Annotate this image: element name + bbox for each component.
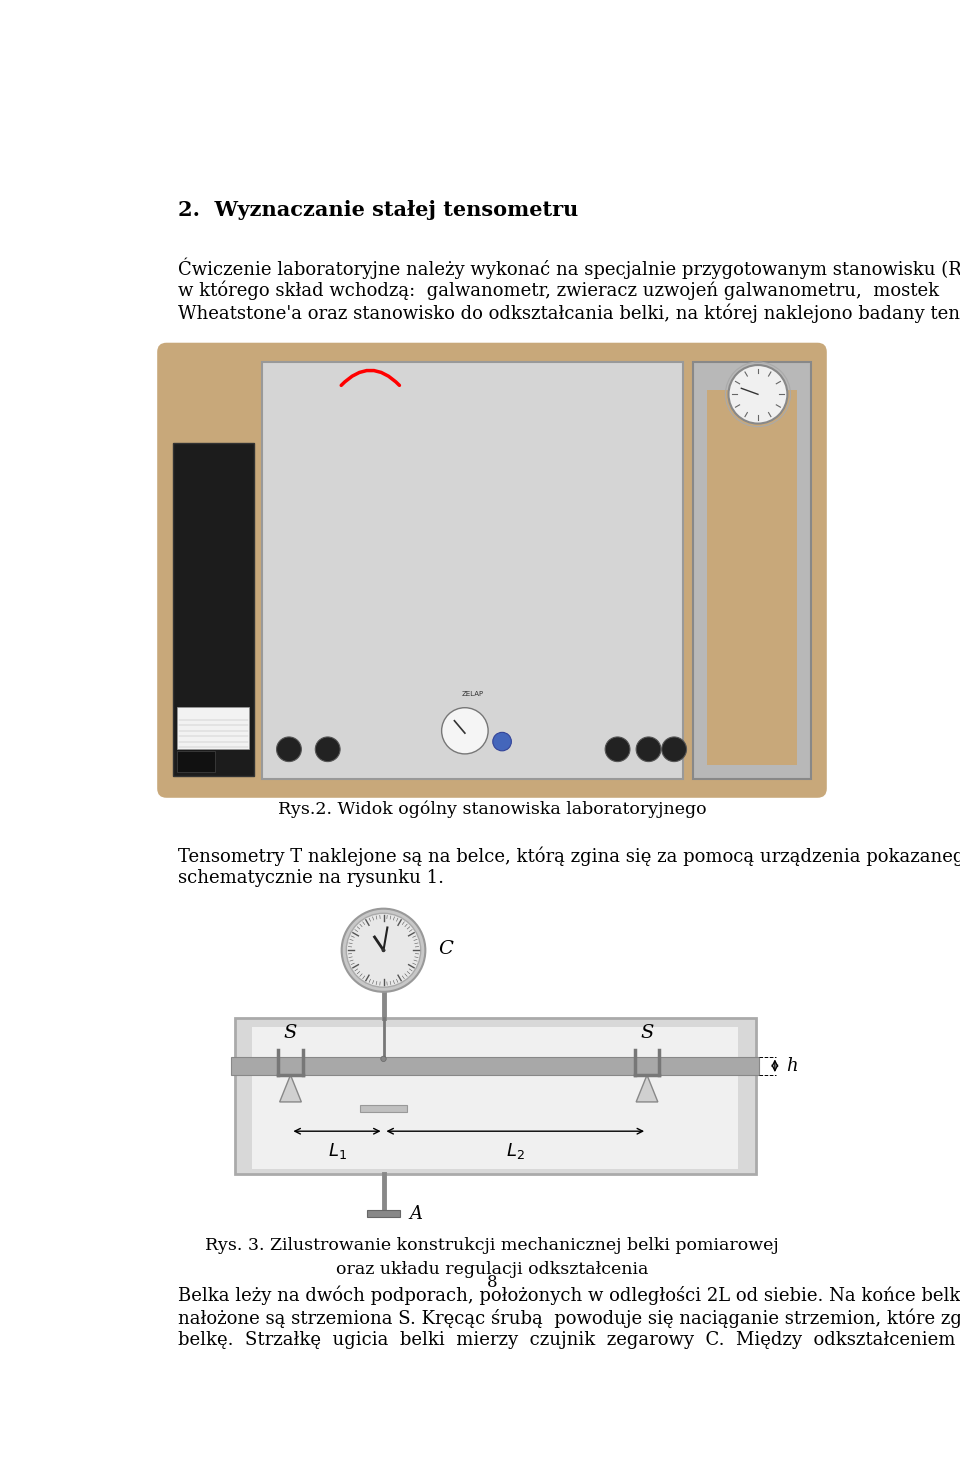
Text: Rys.2. Widok ogólny stanowiska laboratoryjnego: Rys.2. Widok ogólny stanowiska laborator… — [277, 800, 707, 817]
Circle shape — [342, 908, 425, 992]
Circle shape — [636, 736, 660, 761]
Bar — [360, 1105, 407, 1111]
Circle shape — [605, 736, 630, 761]
Text: Rys. 3. Zilustrowanie konstrukcji mechanicznej belki pomiarowej: Rys. 3. Zilustrowanie konstrukcji mechan… — [205, 1238, 779, 1254]
Text: nałożone są strzemiona S. Kręcąc śrubą  powoduje się naciąganie strzemion, które: nałożone są strzemiona S. Kręcąc śrubą p… — [179, 1308, 960, 1327]
Text: Ćwiczenie laboratoryjne należy wykonać na specjalnie przygotowanym stanowisku (R: Ćwiczenie laboratoryjne należy wykonać n… — [179, 257, 960, 279]
Circle shape — [381, 1055, 386, 1061]
Text: Tensometry T naklejone są na belce, którą zgina się za pomocą urządzenia pokazan: Tensometry T naklejone są na belce, któr… — [179, 847, 960, 866]
Bar — [368, 1210, 399, 1217]
Text: Wheatstone'a oraz stanowisko do odkształcania belki, na której naklejono badany : Wheatstone'a oraz stanowisko do odkształ… — [179, 303, 960, 323]
Text: S: S — [284, 1025, 298, 1042]
Bar — [693, 362, 811, 779]
Text: w którego skład wchodzą:  galwanometr, zwieracz uzwojeń galwanometru,  mostek: w którego skład wchodzą: galwanometr, zw… — [179, 281, 939, 300]
Bar — [234, 1019, 756, 1173]
FancyBboxPatch shape — [157, 343, 827, 798]
Bar — [262, 362, 684, 779]
Text: A: A — [409, 1204, 422, 1223]
Bar — [707, 391, 798, 764]
Circle shape — [729, 365, 787, 423]
Text: 8: 8 — [487, 1274, 497, 1291]
Text: oraz układu regulacji odkształcenia: oraz układu regulacji odkształcenia — [336, 1261, 648, 1277]
Bar — [178, 707, 250, 750]
Text: $L_1$: $L_1$ — [327, 1141, 347, 1161]
Text: schematycznie na rysunku 1.: schematycznie na rysunku 1. — [179, 869, 444, 888]
Text: S: S — [640, 1025, 654, 1042]
Text: $L_2$: $L_2$ — [506, 1141, 524, 1161]
Circle shape — [347, 913, 420, 988]
Text: C: C — [438, 939, 452, 958]
Text: Belka leży na dwóch podporach, położonych w odległości 2L od siebie. Na końce be: Belka leży na dwóch podporach, położonyc… — [179, 1285, 960, 1305]
Text: 2.  Wyznaczanie stałej tensometru: 2. Wyznaczanie stałej tensometru — [179, 200, 578, 219]
Bar — [173, 442, 254, 776]
Circle shape — [276, 736, 301, 761]
Circle shape — [315, 736, 340, 761]
Text: ZELAP: ZELAP — [462, 691, 484, 697]
Circle shape — [381, 948, 385, 953]
Circle shape — [442, 707, 488, 754]
Bar — [252, 1028, 738, 1169]
Polygon shape — [279, 1075, 301, 1102]
Circle shape — [661, 736, 686, 761]
Text: h: h — [785, 1057, 798, 1075]
Circle shape — [492, 732, 512, 751]
Text: belkę.  Strzałkę  ugicia  belki  mierzy  czujnik  zegarowy  C.  Między  odkształ: belkę. Strzałkę ugicia belki mierzy czuj… — [179, 1332, 955, 1349]
Polygon shape — [636, 1075, 658, 1102]
Bar — [177, 751, 215, 772]
Bar — [230, 1057, 759, 1075]
